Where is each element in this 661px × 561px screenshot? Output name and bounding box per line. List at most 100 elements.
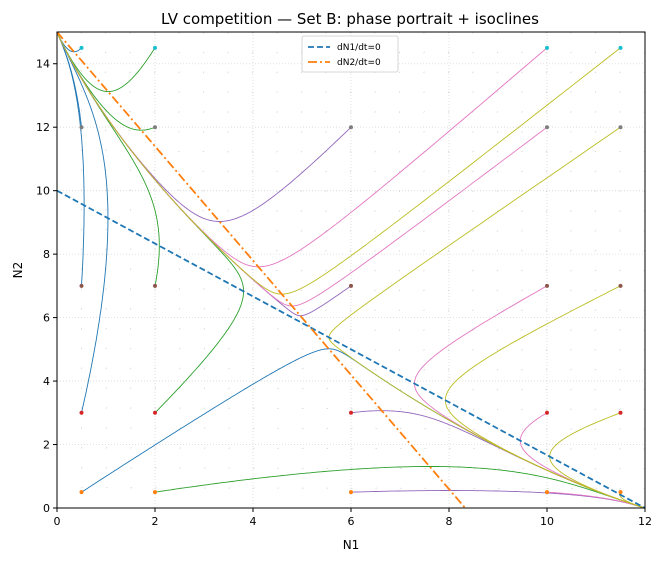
- vector-arrow: [521, 349, 523, 351]
- vector-arrow: [374, 150, 376, 153]
- vector-arrow: [521, 269, 523, 272]
- vector-arrow: [301, 427, 304, 429]
- vector-arrow: [447, 91, 450, 93]
- vector-arrow: [595, 487, 598, 490]
- vector-arrow: [447, 210, 450, 212]
- vector-arrow: [423, 309, 425, 312]
- vector-arrow: [251, 269, 254, 271]
- vector-arrow: [424, 408, 426, 411]
- vector-arrow: [472, 71, 474, 74]
- initial-point: [79, 490, 84, 495]
- vector-arrow: [619, 150, 621, 153]
- vector-arrow: [570, 190, 572, 193]
- vector-arrow: [276, 170, 278, 173]
- vector-arrow: [179, 367, 181, 370]
- vector-arrow: [252, 407, 255, 410]
- vector-arrow: [496, 230, 499, 232]
- vector-arrow: [179, 407, 181, 410]
- trajectory-line: [56, 31, 109, 413]
- vector-arrow: [129, 71, 131, 74]
- initial-point: [545, 45, 549, 50]
- vector-arrow: [619, 309, 621, 311]
- initial-point: [79, 125, 84, 130]
- vector-arrow: [130, 407, 132, 409]
- vector-arrow: [129, 91, 131, 93]
- vector-arrow: [178, 51, 180, 54]
- vector-arrow: [447, 111, 450, 113]
- vector-arrow: [349, 170, 352, 173]
- y-tick-label: 12: [36, 121, 50, 134]
- vector-arrow: [203, 427, 206, 429]
- trajectory-line: [56, 31, 160, 286]
- vector-arrow: [374, 349, 376, 351]
- vector-arrow: [619, 111, 621, 113]
- vector-arrow: [570, 111, 572, 113]
- vector-arrow: [496, 349, 499, 351]
- vector-arrow: [496, 269, 499, 272]
- vector-arrow: [619, 170, 621, 173]
- vector-arrow: [203, 347, 205, 350]
- vector-arrow: [130, 487, 133, 489]
- vector-arrow: [301, 387, 304, 390]
- vector-arrow: [179, 427, 181, 429]
- vector-arrow: [447, 289, 450, 292]
- vector-arrow: [301, 368, 304, 370]
- vector-arrow: [227, 111, 229, 113]
- vector-arrow: [594, 71, 597, 74]
- vector-arrow: [374, 190, 376, 193]
- vector-arrow: [521, 230, 523, 232]
- vector-arrow: [349, 329, 352, 331]
- vector-arrow: [202, 91, 205, 94]
- vector-arrow: [130, 467, 132, 469]
- y-axis-label: N2: [11, 262, 25, 279]
- vector-arrow: [300, 249, 303, 252]
- vector-arrow: [349, 150, 352, 153]
- trajectory-line: [81, 348, 646, 509]
- vector-arrow: [398, 130, 401, 133]
- vector-arrow: [423, 289, 425, 292]
- vector-arrow: [546, 448, 548, 451]
- vector-arrow: [277, 327, 279, 330]
- vector-arrow: [594, 428, 597, 430]
- vector-arrow: [252, 447, 255, 449]
- vector-arrow: [618, 408, 621, 410]
- vector-arrow: [472, 130, 474, 133]
- vector-arrow: [349, 210, 352, 212]
- vector-arrow: [594, 170, 597, 173]
- vector-arrow: [301, 328, 304, 330]
- vector-arrow: [227, 170, 229, 173]
- vector-arrow: [594, 230, 597, 232]
- vector-arrow: [251, 111, 254, 113]
- vector-arrow: [300, 269, 303, 272]
- vector-arrow: [276, 230, 278, 232]
- vector-arrow: [349, 111, 352, 113]
- vector-arrow: [251, 150, 254, 153]
- vector-arrow: [325, 111, 327, 113]
- x-tick-label: 6: [348, 515, 355, 528]
- vector-arrow: [447, 249, 450, 252]
- vector-arrow: [398, 190, 401, 193]
- vector-arrow: [178, 71, 180, 74]
- vector-arrow: [447, 230, 450, 232]
- vector-arrow: [277, 407, 280, 410]
- vector-arrow: [521, 71, 523, 74]
- vector-arrow: [594, 388, 597, 391]
- vector-arrow: [153, 130, 156, 133]
- vector-arrow: [277, 387, 279, 390]
- vector-arrow: [496, 368, 499, 371]
- vector-arrow: [374, 111, 376, 113]
- vector-arrow: [398, 269, 401, 272]
- x-tick-label: 12: [638, 515, 652, 528]
- vector-arrow: [153, 91, 156, 94]
- vector-arrow: [227, 71, 229, 74]
- vector-arrow: [472, 210, 474, 212]
- vector-arrow: [325, 329, 327, 332]
- initial-point: [153, 125, 157, 130]
- vector-arrow: [447, 309, 450, 312]
- vector-arrow: [374, 249, 376, 252]
- vector-arrow: [203, 447, 206, 449]
- vector-arrow: [521, 130, 523, 133]
- vector-arrow: [203, 467, 206, 469]
- vector-arrow: [275, 269, 278, 272]
- vector-arrow: [618, 428, 621, 430]
